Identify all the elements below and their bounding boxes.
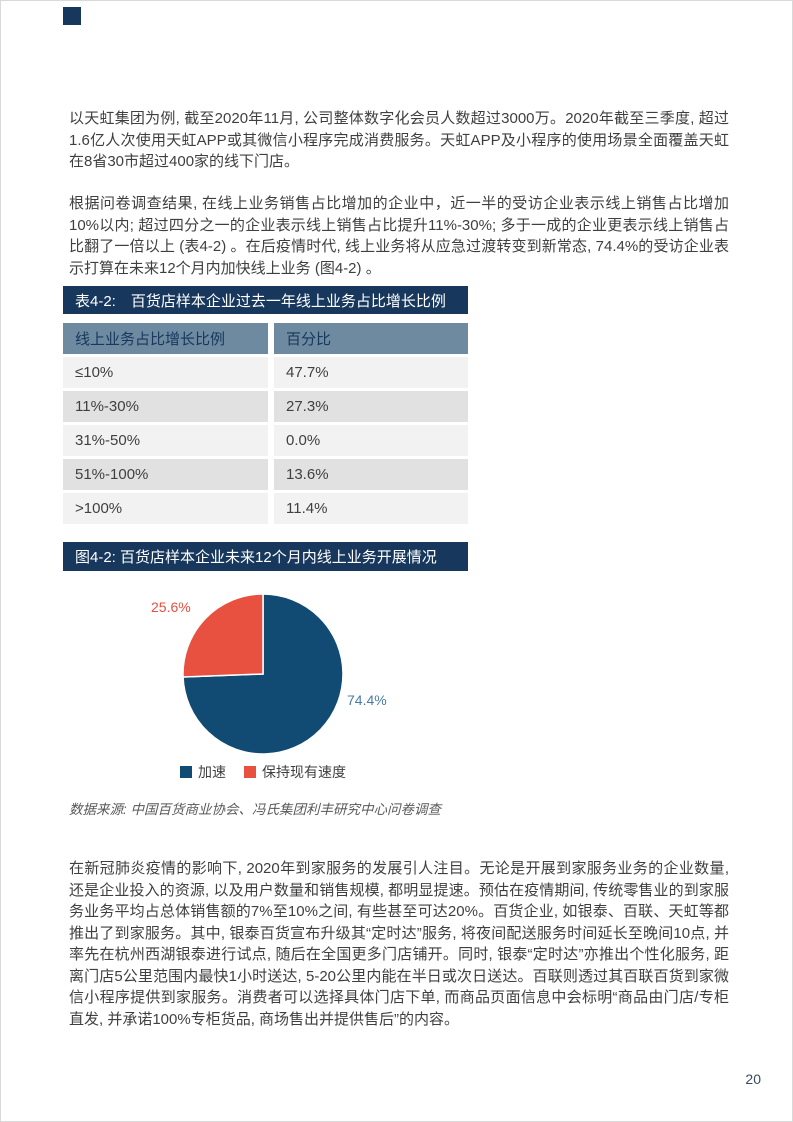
table-cell-range: ≤10% — [63, 357, 268, 388]
page-corner-logo-square — [63, 7, 81, 25]
paragraph-survey-results: 根据问卷调查结果, 在线上业务销售占比增加的企业中，近一半的受访企业表示线上销售… — [69, 195, 729, 277]
table-cell-range: 11%-30% — [63, 391, 268, 422]
table-cell-value: 0.0% — [274, 425, 468, 456]
pie-data-label-accelerate: 74.4% — [347, 692, 387, 708]
legend-swatch-icon — [244, 766, 256, 778]
table-cell-value: 11.4% — [274, 493, 468, 524]
legend-label: 加速 — [198, 764, 226, 780]
paragraph-home-delivery: 在新冠肺炎疫情的影响下, 2020年到家服务的发展引人注目。无论是开展到家服务业… — [69, 860, 729, 1028]
table-cell-range: 31%-50% — [63, 425, 268, 456]
figure-4-2-title-banner: 图4-2: 百货店样本企业未来12个月内线上业务开展情况 — [63, 542, 468, 571]
legend-item-0: 加速 — [180, 762, 226, 782]
pie-chart: 25.6% 74.4% — [63, 581, 463, 759]
table-header-percentage: 百分比 — [274, 323, 468, 354]
page-number: 20 — [745, 1071, 761, 1087]
table-4-2: 线上业务占比增长比例 百分比 ≤10% 47.7% 11%-30% 27.3% … — [63, 323, 468, 524]
table-cell-value: 27.3% — [274, 391, 468, 422]
table-row: >100% 11.4% — [63, 493, 468, 524]
table-cell-range: 51%-100% — [63, 459, 268, 490]
table-row: ≤10% 47.7% — [63, 357, 468, 388]
table-row: 31%-50% 0.0% — [63, 425, 468, 456]
table-4-2-title-banner: 表4-2: 百货店样本企业过去一年线上业务占比增长比例 — [63, 286, 468, 314]
data-source-note: 数据来源: 中国百货商业协会、冯氏集团利丰研究中心问卷调查 — [69, 802, 442, 817]
table-header-growth-ratio: 线上业务占比增长比例 — [63, 323, 268, 354]
pie-chart-legend: 加速 保持现有速度 — [63, 762, 463, 782]
legend-swatch-icon — [180, 766, 192, 778]
legend-label: 保持现有速度 — [262, 764, 346, 780]
legend-item-1: 保持现有速度 — [244, 762, 346, 782]
table-row: 51%-100% 13.6% — [63, 459, 468, 490]
table-cell-range: >100% — [63, 493, 268, 524]
table-header-row: 线上业务占比增长比例 百分比 — [63, 323, 468, 354]
paragraph-tianhong-example: 以天虹集团为例, 截至2020年11月, 公司整体数字化会员人数超过3000万。… — [69, 110, 729, 170]
table-row: 11%-30% 27.3% — [63, 391, 468, 422]
pie-data-label-keep-pace: 25.6% — [151, 599, 191, 615]
table-cell-value: 13.6% — [274, 459, 468, 490]
pie-chart-svg — [182, 593, 344, 755]
table-cell-value: 47.7% — [274, 357, 468, 388]
pie-slice-1 — [182, 593, 264, 678]
